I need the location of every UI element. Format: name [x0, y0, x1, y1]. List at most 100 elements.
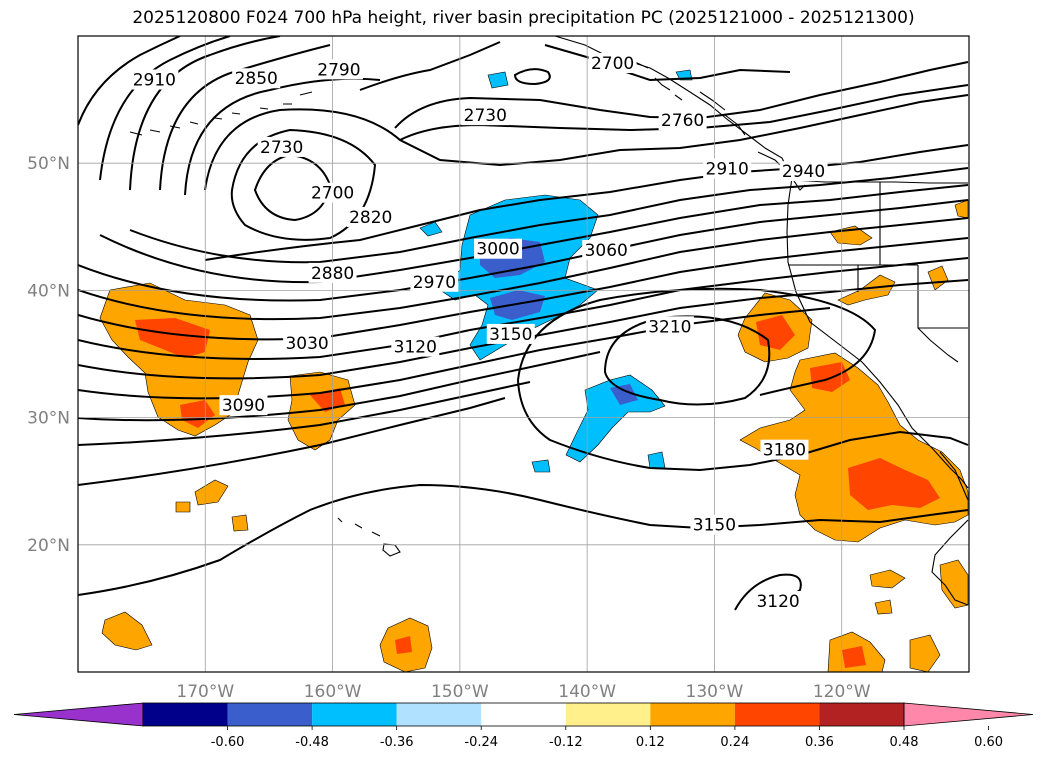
contour-label: 2910: [133, 71, 176, 91]
colorbar-swatch: [227, 703, 313, 726]
contour-label-bg: [219, 395, 268, 416]
contour-2970: [78, 237, 969, 341]
colorbar-tick-label: -0.24: [464, 735, 498, 750]
contour-low-6: [129, 36, 281, 191]
colorbar-swatch: [312, 703, 397, 726]
coast-baja: [939, 451, 969, 501]
contour-label-bg: [658, 110, 707, 131]
colorbar-tick-label: 0.48: [890, 735, 919, 750]
contour-low-2: [230, 128, 377, 241]
contour-label-bg: [346, 206, 395, 227]
colorbar-tick-label: 0.60: [974, 735, 1003, 750]
contour-label-bg: [760, 439, 809, 460]
contour-label: 3000: [476, 240, 519, 260]
coast-aleutians: [129, 91, 313, 136]
contour-label: 2940: [782, 162, 825, 182]
precip-positive-s-core: [395, 636, 412, 654]
contour-label: 3180: [763, 441, 806, 461]
contour-label-bg: [410, 271, 459, 292]
precip-positive-east2-core2: [848, 458, 940, 510]
contour-2700-closed: [513, 68, 551, 86]
contour-label-bg: [391, 336, 440, 357]
precip-positive-se4: [869, 569, 906, 589]
colorbar-swatch: [481, 703, 566, 726]
contour-label-bg: [703, 158, 752, 179]
colorbar: -0.60 -0.48 -0.36 -0.24 -0.12 0.12 0.24 0.36 0.4…: [13, 702, 1034, 750]
colorbar-swatch: [396, 703, 482, 726]
border-states: [788, 182, 968, 363]
precipitation-fill: [99, 69, 969, 672]
contour-label-bg: [314, 59, 363, 80]
colorbar-tick-label: -0.60: [211, 735, 245, 750]
contour-2940: [78, 217, 969, 321]
colorbar-swatch: [565, 703, 651, 726]
lon-tick-label: 140°W: [558, 682, 616, 702]
lat-tick-label: 30°N: [27, 409, 70, 429]
precip-positive-small3: [175, 501, 191, 513]
contour-2790: [359, 41, 501, 91]
precip-positive-se2: [909, 634, 941, 672]
precip-positive-east1-core: [756, 315, 795, 350]
precip-positive-small1: [194, 479, 229, 506]
coast-mexico: [931, 519, 969, 606]
colorbar-swatch: [734, 703, 820, 726]
contour-label: 3060: [585, 241, 628, 261]
lat-tick-labels: 50°N 40°N 30°N 20°N: [27, 154, 70, 556]
contour-label-bg: [588, 52, 637, 73]
precip-negative-small2: [419, 221, 443, 237]
precip-negative-e1-core: [610, 384, 638, 405]
contour-label: 3090: [222, 396, 265, 416]
contour-label: 2910: [706, 160, 749, 180]
contour-label: 3120: [756, 592, 799, 612]
colorbar-tick-label: 0.24: [720, 735, 749, 750]
precip-negative-small3: [531, 459, 551, 473]
contour-label: 3120: [394, 338, 437, 358]
contour-label: 2790: [317, 60, 360, 80]
contour-label: 3150: [489, 325, 532, 345]
gridlines: [78, 36, 969, 672]
contour-label-bg: [130, 69, 179, 90]
contour-label: 2820: [349, 208, 392, 228]
colorbar-swatch: [650, 703, 735, 726]
contour-labels: 2910 2850 2790 2700 2730 2760 2730 2700 2910 2940…: [130, 52, 828, 612]
contour-label-bg: [461, 105, 510, 126]
contour-label-bg: [308, 182, 357, 203]
lon-tick-label: 170°W: [176, 682, 234, 702]
precip-negative-small4: [647, 451, 666, 469]
colorbar-tick-label: -0.12: [549, 735, 583, 750]
contour-3120: [78, 381, 531, 446]
contour-label-bg: [308, 262, 357, 283]
contour-label-bg: [283, 332, 332, 353]
coast-north-america: [554, 36, 969, 489]
contour-label: 2730: [464, 106, 507, 126]
lat-tick-label: 40°N: [27, 281, 70, 301]
contour-2760: [399, 84, 969, 141]
colorbar-tick-label: -0.48: [295, 735, 329, 750]
contour-3180-ring: [517, 287, 877, 396]
colorbar-tick-label: -0.36: [380, 735, 414, 750]
contour-3150: [78, 397, 506, 486]
height-contours: [78, 36, 969, 611]
precip-positive-se5: [874, 599, 893, 615]
contour-3180: [517, 379, 969, 472]
lon-tick-label: 150°W: [431, 682, 489, 702]
lon-tick-label: 130°W: [686, 682, 744, 702]
contour-label: 3210: [648, 317, 691, 337]
precip-positive-west-core2: [180, 400, 215, 428]
colorbar-frame: [142, 702, 905, 727]
contour-label: 2970: [413, 273, 456, 293]
contour-label: 3030: [285, 334, 328, 354]
contour-label-bg: [486, 323, 535, 344]
contour-3150-south: [78, 483, 969, 596]
contour-label-bg: [474, 238, 523, 259]
contour-3000: [78, 257, 969, 360]
contour-2910: [78, 199, 969, 302]
contour-label-bg: [232, 68, 281, 89]
contour-label-bg: [582, 239, 631, 260]
lon-tick-label: 120°W: [813, 682, 871, 702]
precip-positive-se1-core: [842, 646, 866, 668]
contour-2850: [129, 167, 969, 264]
contour-2730-north: [394, 61, 969, 129]
precip-positive-small2: [231, 514, 249, 532]
